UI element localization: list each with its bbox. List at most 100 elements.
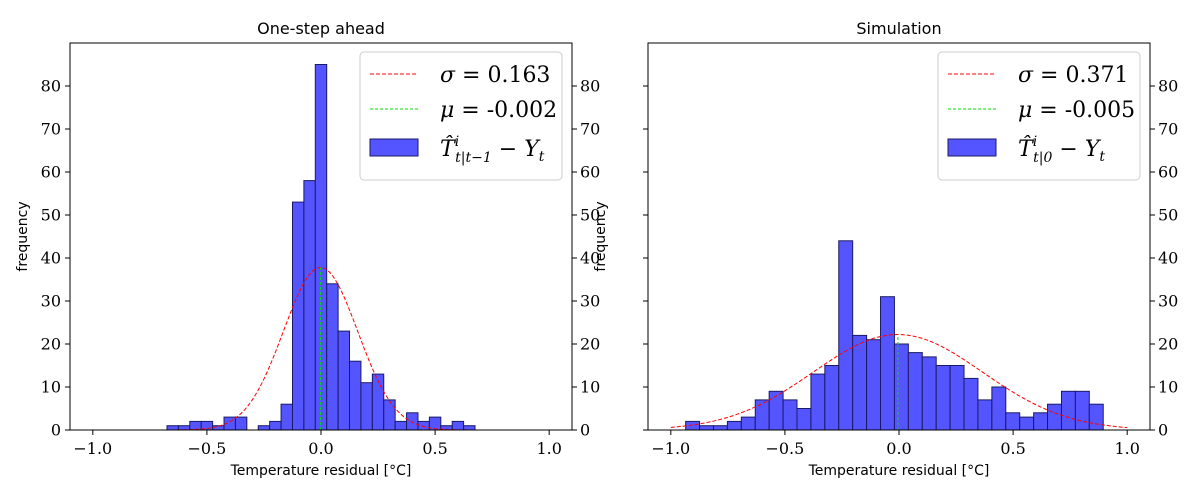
- histogram-bar: [417, 420, 430, 431]
- histogram-bar: [451, 420, 465, 431]
- histogram-bar: [280, 403, 293, 431]
- histogram-bar: [685, 420, 701, 431]
- histogram-bar: [880, 296, 895, 431]
- x-tick-label: 0.5: [422, 439, 447, 458]
- histogram-bar: [838, 240, 854, 431]
- legend-swatch-hist: [369, 138, 419, 157]
- y-tick-label-right: 60: [580, 163, 600, 182]
- y-tick-label-right: 70: [580, 120, 600, 139]
- y-tick-label-right: 20: [580, 335, 600, 354]
- normal-fit-curve: [670, 334, 1128, 429]
- histogram-bar: [463, 425, 476, 431]
- legend-swatch-hist: [947, 138, 997, 157]
- x-tick-label: −1.0: [73, 439, 112, 458]
- y-tick-label-right: 30: [580, 292, 600, 311]
- histogram-bar: [921, 356, 937, 431]
- y-tick-label: 60: [41, 163, 61, 182]
- x-tick-label: 0.0: [886, 439, 911, 458]
- y-tick-label: 30: [41, 292, 61, 311]
- histogram-bar: [406, 412, 419, 431]
- histogram-bar: [991, 386, 1007, 431]
- histogram-bar: [866, 339, 882, 431]
- y-tick-label-right: 10: [580, 378, 600, 397]
- legend-label-sigma: σ = 0.371: [1018, 63, 1128, 88]
- histogram-bar: [1088, 403, 1104, 431]
- histogram-bar: [754, 399, 770, 431]
- y-tick-label: 0: [51, 421, 61, 440]
- chart-title: One-step ahead: [257, 19, 385, 38]
- histogram-bar: [768, 390, 784, 431]
- chart-title: Simulation: [856, 19, 941, 38]
- histogram-bar: [303, 180, 316, 431]
- y-tick-label-right: 50: [580, 206, 600, 225]
- histogram-bar: [977, 399, 993, 431]
- y-tick-label-right: 70: [1158, 120, 1178, 139]
- x-tick-label: −1.0: [651, 439, 690, 458]
- histogram-bar: [189, 420, 202, 431]
- y-tick-label-right: 50: [1158, 206, 1178, 225]
- legend-label-residual: T̂i t|t−1 − Yt: [440, 134, 545, 166]
- histogram-bar: [212, 425, 225, 431]
- histogram-bar: [1005, 412, 1021, 431]
- histogram-bar: [360, 382, 373, 431]
- histogram-bar: [699, 425, 714, 431]
- x-tick-label: 0.5: [1000, 439, 1025, 458]
- y-tick-label-right: 80: [1158, 77, 1178, 96]
- y-tick-label-right: 10: [1158, 378, 1178, 397]
- y-axis-label: frequency: [15, 201, 31, 271]
- y-tick-label: 40: [41, 249, 61, 268]
- x-axis-label: Temperature residual [°C]: [230, 463, 412, 479]
- legend-label-mu: μ = -0.002: [440, 98, 557, 123]
- histogram-bar: [810, 373, 826, 431]
- x-tick-label: 1.0: [536, 439, 561, 458]
- x-tick-label: 1.0: [1114, 439, 1139, 458]
- histogram-bar: [314, 64, 328, 431]
- y-tick-label-right: 0: [580, 421, 590, 440]
- histogram-bar: [796, 408, 812, 431]
- y-tick-label-right: 40: [580, 249, 600, 268]
- legend-label-sigma: σ = 0.163: [440, 63, 550, 88]
- histogram-bar: [371, 373, 385, 431]
- histogram-panel-one-step: −1.0 −0.5 0.0 0.5 1.0 0 0 10 10 20 20 30 30 40 40 50 50 6…: [15, 19, 600, 479]
- histogram-bar: [907, 352, 923, 431]
- histogram-bar: [935, 365, 951, 431]
- histogram-bar: [257, 425, 271, 431]
- histogram-bar: [893, 343, 909, 431]
- histogram-bar: [1060, 390, 1076, 431]
- histogram-bar: [782, 399, 798, 431]
- histogram-bar: [740, 416, 756, 431]
- histogram-bar: [949, 365, 965, 431]
- histogram-bar: [394, 420, 408, 431]
- y-tick-label-right: 40: [1158, 249, 1178, 268]
- histogram-bar: [269, 420, 282, 431]
- histogram-bar: [337, 330, 351, 431]
- histogram-bar: [1019, 416, 1035, 431]
- legend-label-mu: μ = -0.005: [1018, 98, 1135, 123]
- y-tick-label: 20: [41, 335, 61, 354]
- x-tick-label: −0.5: [187, 439, 226, 458]
- y-tick-label-right: 30: [1158, 292, 1178, 311]
- histogram-bar: [234, 416, 248, 431]
- y-axis-label: frequency: [593, 201, 609, 271]
- histogram-bar: [712, 425, 728, 431]
- x-tick-label: −0.5: [765, 439, 804, 458]
- histogram-bar: [1047, 403, 1062, 431]
- histogram-panel-simulation: −1.0 −0.5 0.0 0.5 1.0 0 10 20 30 40 50 60 70 80 Simula…: [593, 19, 1178, 479]
- x-tick-label: 0.0: [308, 439, 333, 458]
- y-tick-label: 70: [41, 120, 61, 139]
- histogram-bar: [383, 399, 396, 431]
- histogram-bar: [852, 334, 868, 431]
- y-tick-label: 10: [41, 378, 61, 397]
- histogram-bar: [824, 365, 840, 431]
- histogram-bar: [349, 360, 362, 431]
- y-tick-label: 80: [41, 77, 61, 96]
- y-tick-label: 50: [41, 206, 61, 225]
- y-tick-label-right: 60: [1158, 163, 1178, 182]
- y-tick-label-right: 80: [580, 77, 600, 96]
- histogram-bar: [291, 201, 305, 431]
- x-axis-label: Temperature residual [°C]: [808, 463, 990, 479]
- legend-label-residual: T̂i t|0 − Yt: [1018, 134, 1105, 166]
- legend: σ = 0.371 μ = -0.005 T̂i t|0 − Yt: [937, 51, 1141, 181]
- y-tick-label-right: 0: [1158, 421, 1168, 440]
- histogram-bar: [726, 420, 742, 431]
